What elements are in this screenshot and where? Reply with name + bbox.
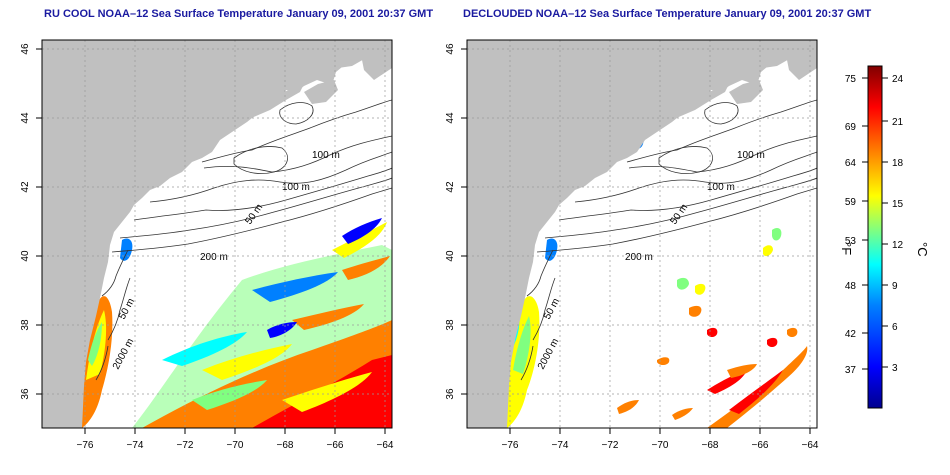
left-map-panel: 100 m 100 m 50 m 200 m 50 m 2000 m — [20, 39, 394, 451]
lon-tick-label: −68 — [277, 440, 294, 451]
lat-tick-label: 38 — [20, 319, 31, 331]
lon-tick-label: −70 — [227, 440, 244, 451]
c-tick-label: 24 — [892, 74, 904, 85]
contour-label: 200 m — [200, 252, 228, 263]
c-tick-label: 3 — [892, 363, 898, 374]
lat-tick-label: 40 — [445, 250, 456, 262]
lon-tick-label: −76 — [77, 440, 94, 451]
left-map-frame — [41, 39, 393, 429]
contour-label: 100 m — [707, 182, 735, 193]
right-lon-labels: −76 −74 −72 −70 −68 −66 −64 — [502, 440, 819, 451]
lon-tick-label: −74 — [552, 440, 569, 451]
lon-tick-label: −74 — [127, 440, 144, 451]
lon-tick-label: −76 — [502, 440, 519, 451]
f-tick-label: 42 — [845, 329, 857, 340]
lat-tick-label: 44 — [445, 112, 456, 124]
lat-tick-label: 36 — [445, 388, 456, 400]
contour-label: 100 m — [312, 150, 340, 161]
f-tick-label: 37 — [845, 365, 857, 376]
lon-tick-label: −68 — [702, 440, 719, 451]
f-tick-label: 53 — [845, 236, 857, 247]
c-tick-label: 6 — [892, 322, 898, 333]
c-tick-label: 18 — [892, 158, 904, 169]
f-tick-label: 59 — [845, 197, 857, 208]
f-tick-label: 64 — [845, 158, 857, 169]
c-tick-label: 15 — [892, 199, 904, 210]
f-tick-label: 48 — [845, 281, 857, 292]
right-axis-ticks — [461, 48, 811, 434]
f-tick-label: 75 — [845, 74, 857, 85]
lon-tick-label: −66 — [327, 440, 344, 451]
lat-tick-label: 44 — [20, 112, 31, 124]
lon-tick-label: −66 — [752, 440, 769, 451]
lon-tick-label: −72 — [177, 440, 194, 451]
lat-tick-label: 36 — [20, 388, 31, 400]
celsius-axis-label: °C — [915, 242, 930, 257]
contour-label: 100 m — [737, 150, 765, 161]
c-tick-label: 12 — [892, 240, 904, 251]
lat-tick-label: 38 — [445, 319, 456, 331]
lon-tick-label: −64 — [377, 440, 394, 451]
c-tick-label: 9 — [892, 281, 898, 292]
contour-label: 200 m — [625, 252, 653, 263]
lat-tick-label: 42 — [20, 181, 31, 193]
fahrenheit-axis-label: °F — [839, 242, 854, 255]
left-lat-labels: 36 38 40 42 44 46 — [20, 43, 31, 400]
left-gridlines — [42, 40, 392, 428]
left-lon-labels: −76 −74 −72 −70 −68 −66 −64 — [77, 440, 394, 451]
left-panel-title: RU COOL NOAA–12 Sea Surface Temperature … — [44, 8, 434, 20]
contour-label: 100 m — [282, 182, 310, 193]
colorbar-gradient — [867, 65, 883, 409]
right-lat-labels: 36 38 40 42 44 46 — [445, 43, 456, 400]
f-tick-label: 69 — [845, 122, 857, 133]
right-map-panel: 100 m 100 m 50 m 200 m 50 m 2000 m — [445, 39, 819, 451]
fahrenheit-tick-labels: 75 69 64 59 53 48 42 37 — [845, 74, 857, 376]
lat-tick-label: 46 — [20, 43, 31, 55]
colorbar-ticks — [862, 77, 888, 370]
lon-tick-label: −72 — [602, 440, 619, 451]
lat-tick-label: 42 — [445, 181, 456, 193]
right-panel-title: DECLOUDED NOAA–12 Sea Surface Temperatur… — [463, 8, 872, 20]
lat-tick-label: 46 — [445, 43, 456, 55]
c-tick-label: 21 — [892, 117, 904, 128]
lon-tick-label: −70 — [652, 440, 669, 451]
celsius-tick-labels: 24 21 18 15 12 9 6 3 — [892, 74, 904, 374]
right-gridlines — [467, 40, 817, 428]
temperature-colorbar: 75 69 64 59 53 48 42 37 24 21 18 15 12 9 — [839, 65, 930, 409]
lon-tick-label: −64 — [802, 440, 819, 451]
right-map-frame — [466, 39, 818, 429]
left-axis-ticks — [36, 48, 386, 434]
lat-tick-label: 40 — [20, 250, 31, 262]
